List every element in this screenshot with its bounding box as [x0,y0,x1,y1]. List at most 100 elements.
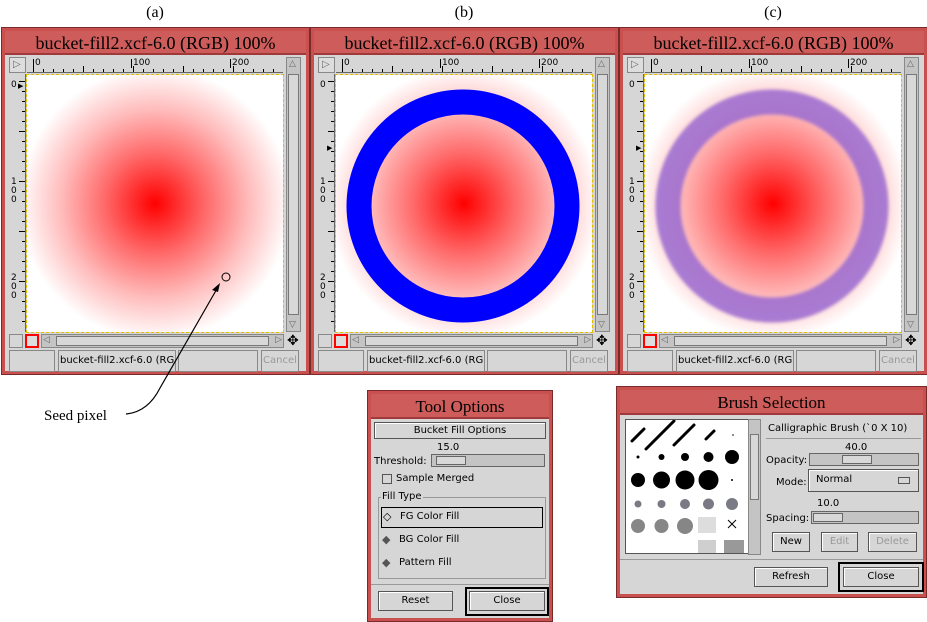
brush-thumbnail[interactable] [675,470,695,490]
sample-merged-checkbox[interactable] [382,474,392,484]
brush-thumbnail[interactable] [644,420,676,451]
image-canvas[interactable] [26,74,284,333]
new-brush-button[interactable]: New [772,532,810,552]
brush-thumbnail[interactable] [631,473,645,487]
mode-dropdown[interactable]: Normal [808,469,919,492]
fill-type-fg[interactable]: ◇ FG Color Fill [381,507,543,528]
radio-icon: ◆ [382,533,391,546]
window-title: bucket-fill2.xcf-6.0 (RGB) 100% [623,31,924,55]
fill-type-pattern[interactable]: ◆ Pattern Fill [381,554,543,574]
vertical-scrollbar[interactable]: △ ▽ [904,57,919,332]
brush-thumbnail[interactable] [657,500,666,508]
brush-thumbnail[interactable] [732,434,734,436]
threshold-slider[interactable] [431,454,545,467]
brush-thumbnail[interactable] [724,540,744,554]
brush-thumbnail[interactable] [725,450,739,464]
brush-thumbnail[interactable] [726,498,738,510]
ruler-label: 100 [629,177,635,205]
refresh-button[interactable]: Refresh [754,567,828,587]
navigate-icon[interactable]: ✥ [596,333,608,349]
vertical-scrollbar[interactable]: △ ▽ [595,57,610,332]
close-button[interactable]: Close [469,591,545,611]
horizontal-ruler[interactable]: 0 100 200 [645,57,901,73]
quick-mask-off-button[interactable] [9,334,23,348]
ring-fill [346,89,580,323]
opacity-slider[interactable] [809,453,919,466]
brush-thumbnail[interactable] [727,519,737,529]
brush-thumbnail[interactable] [658,454,665,460]
quick-mask-on-button[interactable] [334,334,348,348]
pointer-coords-area [9,350,55,372]
pointer-marker-icon: ▶ [636,144,642,152]
brush-thumbnail[interactable] [680,499,690,509]
image-window: bucket-fill2.xcf-6.0 (RGB) 100% ▷ 0 100 20… [1,27,310,375]
quick-mask-off-button[interactable] [627,334,641,348]
brush-thumbnail[interactable] [630,427,646,443]
fill-type-pattern-label: Pattern Fill [399,557,452,568]
tool-options-dialog: Tool Options Bucket Fill Options 15.0 Th… [367,390,553,622]
vertical-ruler[interactable]: 0 100 200 ▶ [627,74,644,332]
brush-thumbnail[interactable] [703,452,714,462]
brush-thumbnail[interactable] [703,498,714,510]
cancel-button[interactable]: Cancel [879,350,917,372]
ruler-label: 200 [539,58,559,68]
ruler-label: 100 [320,177,326,205]
brush-thumbnail[interactable] [634,500,642,508]
close-button[interactable]: Close [843,567,919,587]
spacing-slider[interactable] [811,511,919,524]
ruler-label: 0 [629,80,635,90]
delete-brush-button[interactable]: Delete [868,532,917,552]
navigate-icon[interactable]: ✥ [287,333,299,349]
opacity-label: Opacity: [766,455,808,466]
brush-thumbnail[interactable] [653,471,670,489]
fill-type-label: Fill Type [381,491,423,502]
brush-thumbnail[interactable] [677,518,693,534]
status-filename: bucket-fill2.xcf-6.0 (RGB [676,350,794,372]
brush-thumbnail[interactable] [704,429,716,441]
brush-thumbnail[interactable] [681,453,689,461]
vertical-scrollbar[interactable]: △ ▽ [286,57,301,332]
menu-arrow-button[interactable]: ▷ [318,57,335,73]
vertical-ruler[interactable]: 0 100 200 ▶ [318,74,335,332]
image-window: bucket-fill2.xcf-6.0 (RGB) 100% ▷ 0 100 20… [310,27,619,375]
image-canvas[interactable] [644,74,902,333]
ruler-label: 200 [11,273,17,301]
quick-mask-on-button[interactable] [643,334,657,348]
brush-thumbnail[interactable] [698,470,719,490]
cancel-button[interactable]: Cancel [570,350,608,372]
horizontal-scrollbar[interactable]: ◁ ▷ [41,334,284,348]
brush-thumbnail[interactable] [698,540,716,554]
horizontal-ruler[interactable]: 0 100 200 [27,57,283,73]
brush-thumbnail[interactable] [631,519,645,533]
brush-thumbnail[interactable] [654,519,669,533]
quick-mask-off-button[interactable] [318,334,332,348]
brush-thumbnail[interactable] [731,479,733,481]
progress-area [178,350,258,372]
brush-thumbnail[interactable] [698,517,716,533]
ruler-label: 0 [320,80,326,90]
cancel-button[interactable]: Cancel [261,350,299,372]
seed-pixel-label: Seed pixel [44,408,107,424]
horizontal-ruler[interactable]: 0 100 200 [336,57,592,73]
image-canvas[interactable] [335,74,593,333]
brush-grid[interactable] [625,419,749,554]
edit-brush-button[interactable]: Edit [821,532,858,552]
quick-mask-on-button[interactable] [25,334,39,348]
fill-type-bg[interactable]: ◆ BG Color Fill [381,531,543,551]
figure-caption: (b) [454,4,474,21]
menu-arrow-button[interactable]: ▷ [9,57,26,73]
threshold-value: 15.0 [437,442,460,453]
navigate-icon[interactable]: ✥ [905,333,917,349]
brush-thumbnail[interactable] [636,455,640,459]
horizontal-scrollbar[interactable]: ◁ ▷ [350,334,593,348]
horizontal-scrollbar[interactable]: ◁ ▷ [659,334,902,348]
brush-thumbnail[interactable] [672,423,696,447]
brush-grid-scrollbar[interactable] [748,419,761,555]
vertical-ruler[interactable]: 0 100 200 ▶ [9,74,26,332]
menu-arrow-button[interactable]: ▷ [627,57,644,73]
ruler-label: 0 [33,58,41,68]
reset-button[interactable]: Reset [378,591,453,611]
pointer-marker-icon: ▶ [327,144,333,152]
ruler-label: 0 [11,80,17,90]
sample-merged-label: Sample Merged [396,473,475,484]
